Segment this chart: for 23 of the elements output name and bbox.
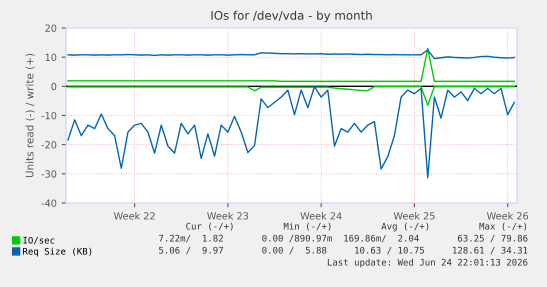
text: Cur (-/+) Min (-/+) Avg (-/+) Max (-/+) bbox=[186, 222, 526, 232]
text: 5.06 / 9.97 0.00 / 5.88 10.63 / 10.75 128.61 / 34.31 bbox=[159, 246, 528, 254]
text: Last update: Wed Jun 24 22:01:13 2026 bbox=[328, 258, 528, 268]
line-series bbox=[67, 86, 516, 178]
y-axis-title: Units read (-) / write (+) bbox=[25, 54, 35, 178]
y-tick-label: 20 bbox=[45, 24, 56, 32]
x-tick-label: Week 25 bbox=[394, 212, 435, 220]
y-tick-label: 10 bbox=[46, 54, 56, 61]
line-series bbox=[67, 86, 516, 106]
x-tick-label: Week 22 bbox=[114, 212, 155, 220]
line-series bbox=[67, 49, 516, 60]
x-tick-label: Week 26 bbox=[486, 212, 528, 220]
legend-label: Req Size (KB) bbox=[23, 248, 92, 256]
chart-title: IOs for /dev/vda - by month bbox=[211, 10, 372, 22]
x-tick-label: Week 24 bbox=[300, 212, 342, 220]
y-tick-label: 0 bbox=[51, 82, 56, 90]
text: 7.22m/ 1.82 0.00 /890.97m 169.86m/ 2.04 63.25 / 79.86 bbox=[159, 234, 528, 242]
y-tick-label: -30 bbox=[42, 170, 56, 178]
x-tick-label: Week 23 bbox=[207, 212, 248, 220]
legend-label: IO/sec bbox=[23, 236, 54, 244]
y-tick-label: -10 bbox=[42, 112, 56, 120]
y-tick-label: -20 bbox=[42, 141, 56, 148]
y-tick-label: -40 bbox=[42, 199, 56, 207]
